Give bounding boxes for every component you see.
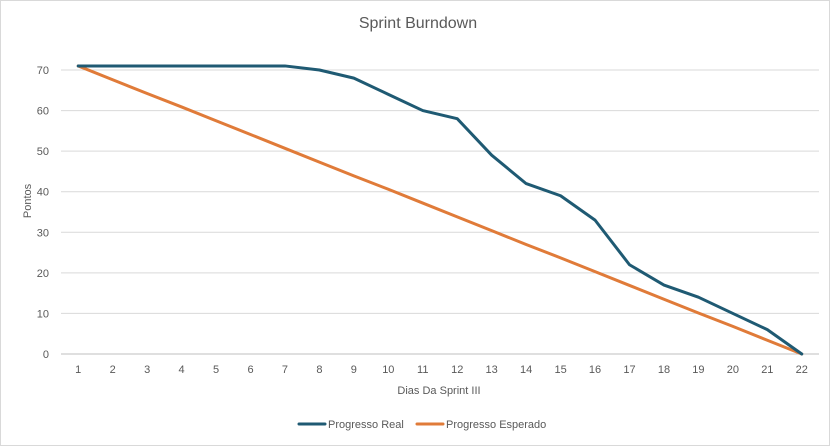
chart-title: Sprint Burndown — [359, 15, 477, 32]
y-tick-label: 60 — [37, 106, 49, 118]
x-tick-label: 16 — [589, 364, 601, 376]
x-tick-label: 8 — [316, 364, 322, 376]
x-tick-label: 21 — [761, 364, 773, 376]
x-tick-label: 3 — [144, 364, 150, 376]
x-tick-label: 1 — [75, 364, 81, 376]
x-tick-label: 10 — [382, 364, 394, 376]
x-tick-label: 7 — [282, 364, 288, 376]
series-line-progresso-esperado — [76, 64, 804, 356]
x-tick-label: 12 — [451, 364, 463, 376]
x-tick-label: 9 — [351, 364, 357, 376]
x-tick-label: 2 — [110, 364, 116, 376]
x-tick-label: 6 — [247, 364, 253, 376]
y-tick-label: 20 — [37, 268, 49, 280]
legend-label-1: Progresso Esperado — [446, 419, 546, 431]
x-tick-label: 20 — [727, 364, 739, 376]
y-tick-label: 40 — [37, 187, 49, 199]
x-tick-label: 4 — [179, 364, 185, 376]
y-axis-label: Pontos — [22, 183, 34, 218]
x-tick-label: 18 — [658, 364, 670, 376]
x-tick-label: 11 — [417, 364, 428, 376]
legend: Progresso Real Progresso Esperado — [297, 419, 546, 431]
series-lines — [76, 64, 804, 356]
gridlines — [61, 69, 819, 355]
legend-label-0: Progresso Real — [328, 419, 404, 431]
series-line-progresso-real — [76, 64, 804, 356]
y-tick-label: 70 — [37, 65, 49, 77]
y-tick-label: 50 — [37, 146, 49, 158]
x-tick-label: 13 — [486, 364, 498, 376]
y-tick-label: 10 — [37, 308, 49, 320]
x-tick-label: 5 — [213, 364, 219, 376]
y-tick-label: 0 — [43, 349, 49, 361]
y-tick-label: 30 — [37, 227, 49, 239]
x-axis-label: Dias Da Sprint III — [397, 385, 480, 397]
x-tick-label: 22 — [796, 364, 808, 376]
x-tick-label: 17 — [623, 364, 635, 376]
x-axis-ticks: 1 2 3 4 5 6 7 8 9 10 11 12 13 14 15 16 17 18 19 20 21 22 — [75, 364, 808, 376]
y-axis-ticks: 0 10 20 30 40 50 60 70 — [37, 65, 49, 361]
x-tick-label: 14 — [520, 364, 532, 376]
x-tick-label: 19 — [692, 364, 704, 376]
x-tick-label: 15 — [554, 364, 566, 376]
